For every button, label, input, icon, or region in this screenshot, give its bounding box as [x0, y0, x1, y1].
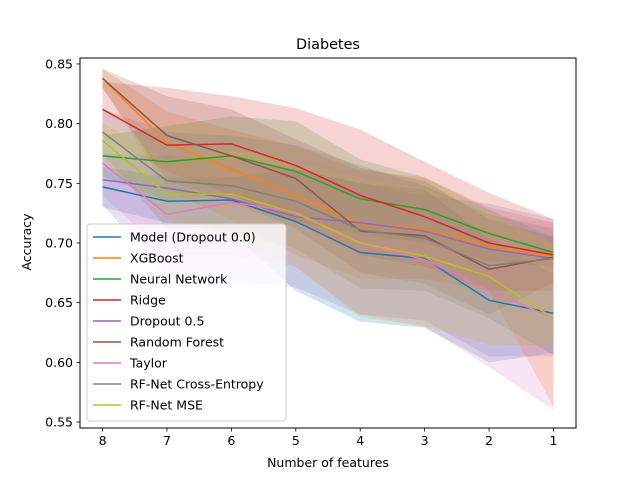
legend-label-xgboost: XGBoost [130, 251, 184, 266]
x-tick-label: 5 [292, 433, 300, 448]
band-rf-net-mse [102, 122, 554, 346]
line-random-forest [102, 77, 554, 271]
band-random-forest [102, 68, 554, 315]
legend-label-neural-network: Neural Network [130, 272, 228, 287]
band-dropout-0-5 [102, 153, 554, 357]
band-ridge [102, 81, 554, 291]
x-tick-label: 7 [163, 433, 171, 448]
y-tick-label: 0.60 [45, 355, 73, 370]
legend-label-dropout-0-5: Dropout 0.5 [130, 314, 204, 329]
x-tick-label: 3 [421, 433, 429, 448]
x-tick-label: 4 [356, 433, 364, 448]
legend-label-rf-net-mse: RF-Net MSE [130, 398, 203, 413]
legend: Model (Dropout 0.0) XGBoost Neural Network… [86, 223, 287, 422]
band-rf-net-cross-entropy [102, 109, 554, 356]
y-tick-label: 0.55 [45, 415, 73, 430]
line-rf-net-mse [102, 139, 554, 319]
x-tick-label: 2 [485, 433, 493, 448]
band-neural-network [102, 116, 554, 267]
line-rf-net-cross-entropy [102, 131, 554, 267]
y-tick-label: 0.65 [45, 295, 73, 310]
legend-box [86, 223, 287, 422]
x-tick-label: 8 [99, 433, 107, 448]
band-taylor [102, 135, 554, 411]
legend-label-taylor: Taylor [129, 356, 168, 371]
legend-label-random-forest: Random Forest [130, 335, 224, 350]
y-tick-label: 0.80 [45, 116, 73, 131]
x-axis-label: Number of features [267, 455, 389, 470]
confidence-bands [102, 68, 554, 411]
y-tick-label: 0.75 [45, 176, 73, 191]
legend-label-ridge: Ridge [130, 293, 166, 308]
x-tick-label: 1 [549, 433, 557, 448]
legend-label-model-dropout-0-0: Model (Dropout 0.0) [130, 230, 256, 245]
line-xgboost [101, 77, 554, 257]
x-tick-label: 6 [227, 433, 235, 448]
line-ridge [102, 108, 554, 256]
line-neural-network [102, 155, 554, 254]
line-model-dropout-0-0 [102, 186, 554, 315]
y-axis-ticks: 0.55 0.60 0.65 0.70 0.75 0.80 0.85 [45, 56, 80, 430]
y-axis-label: Accuracy [19, 213, 34, 271]
x-axis-ticks: 8 7 6 5 4 3 2 1 [99, 428, 557, 448]
legend-label-rf-net-cross-entropy: RF-Net Cross-Entropy [130, 377, 264, 392]
series-lines [101, 77, 554, 319]
line-dropout-0-5 [102, 178, 554, 260]
chart-title: Diabetes [296, 37, 360, 53]
y-tick-label: 0.70 [45, 236, 73, 251]
y-tick-label: 0.85 [45, 56, 73, 71]
